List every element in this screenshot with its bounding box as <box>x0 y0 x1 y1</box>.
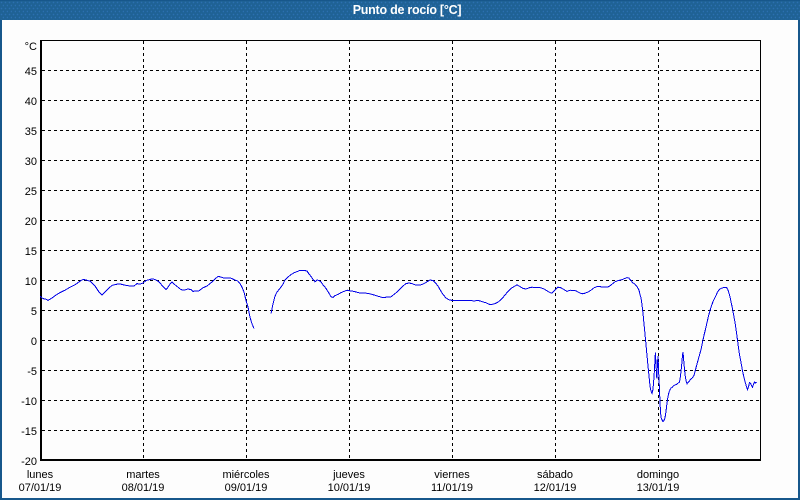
svg-text:10: 10 <box>25 276 37 288</box>
svg-text:07/01/19: 07/01/19 <box>19 482 62 494</box>
svg-text:miércoles: miércoles <box>222 469 270 481</box>
svg-text:-15: -15 <box>21 426 37 438</box>
svg-text:20: 20 <box>25 216 37 228</box>
svg-text:13/01/19: 13/01/19 <box>637 482 680 494</box>
svg-text:-5: -5 <box>27 366 37 378</box>
svg-text:30: 30 <box>25 156 37 168</box>
svg-text:jueves: jueves <box>332 469 365 481</box>
svg-text:-20: -20 <box>21 456 37 468</box>
svg-text:lunes: lunes <box>27 469 54 481</box>
svg-text:domingo: domingo <box>637 469 679 481</box>
svg-text:10/01/19: 10/01/19 <box>328 482 371 494</box>
svg-text:martes: martes <box>126 469 160 481</box>
svg-text:°C: °C <box>25 41 37 53</box>
svg-text:08/01/19: 08/01/19 <box>122 482 165 494</box>
svg-text:0: 0 <box>31 336 37 348</box>
svg-text:40: 40 <box>25 96 37 108</box>
svg-text:11/01/19: 11/01/19 <box>431 482 473 494</box>
svg-text:sábado: sábado <box>537 469 573 481</box>
svg-text:-10: -10 <box>21 396 37 408</box>
svg-text:09/01/19: 09/01/19 <box>225 482 268 494</box>
svg-text:35: 35 <box>25 126 37 138</box>
svg-text:25: 25 <box>25 186 37 198</box>
svg-text:12/01/19: 12/01/19 <box>534 482 577 494</box>
svg-text:45: 45 <box>25 66 37 78</box>
svg-text:viernes: viernes <box>434 469 470 481</box>
svg-text:15: 15 <box>25 246 37 258</box>
svg-text:5: 5 <box>31 306 37 318</box>
